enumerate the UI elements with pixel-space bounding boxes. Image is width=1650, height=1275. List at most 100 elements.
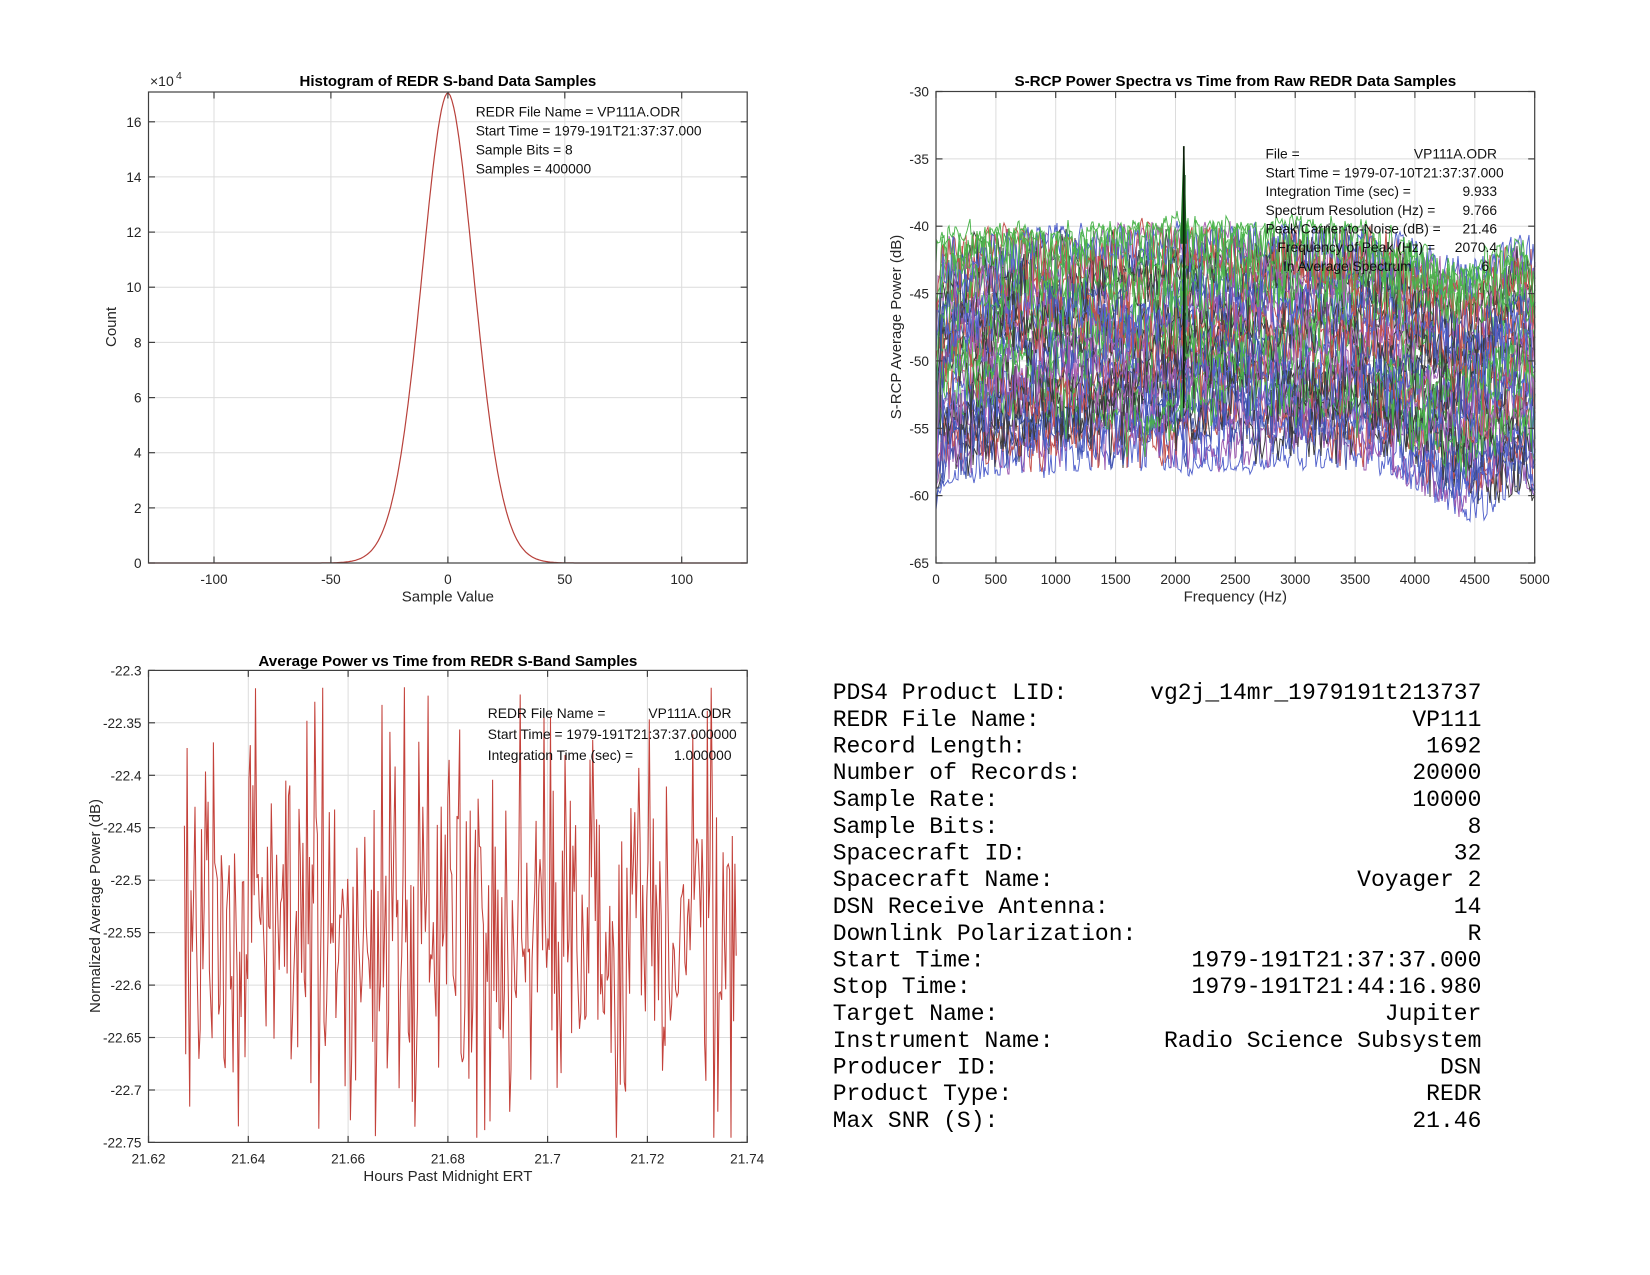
svg-text:S-RCP Power Spectra vs Time fr: S-RCP Power Spectra vs Time from Raw RED… [1014, 73, 1456, 90]
svg-text:6: 6 [1481, 259, 1489, 274]
svg-text:-22.4: -22.4 [111, 768, 142, 783]
svg-text:Integration Time (sec) =: Integration Time (sec) = [488, 748, 633, 763]
svg-text:REDR File Name = VP111A.ODR: REDR File Name = VP111A.ODR [476, 105, 681, 120]
svg-text:50: 50 [557, 572, 573, 587]
svg-text:4: 4 [176, 70, 182, 82]
svg-text:Start Time = 1979-07-10T21:37:: Start Time = 1979-07-10T21:37:37.000 [1266, 165, 1504, 180]
svg-text:21.46: 21.46 [1462, 222, 1497, 237]
svg-text:-22.45: -22.45 [103, 821, 142, 836]
svg-text:VP111A.ODR: VP111A.ODR [648, 706, 731, 721]
svg-text:Product Type:: Product Type: REDR [833, 1081, 1482, 1107]
svg-text:File =: File = [1266, 147, 1300, 162]
svg-text:-65: -65 [909, 556, 929, 571]
svg-text:5000: 5000 [1520, 572, 1551, 587]
svg-text:-50: -50 [321, 572, 341, 587]
svg-text:Max SNR (S):: Max SNR (S): 21.46 [833, 1108, 1482, 1134]
svg-text:3500: 3500 [1340, 572, 1371, 587]
svg-text:-22.7: -22.7 [111, 1083, 142, 1098]
svg-text:-22.75: -22.75 [103, 1135, 142, 1150]
svg-text:REDR File Name:: REDR File Name: VP111 [833, 707, 1482, 733]
svg-text:Start Time = 1979-191T21:37:37: Start Time = 1979-191T21:37:37.000000 [488, 727, 737, 742]
svg-text:In Average Spectrum: In Average Spectrum [1283, 259, 1412, 274]
svg-text:-22.5: -22.5 [111, 873, 142, 888]
svg-text:Sample Value: Sample Value [402, 589, 494, 606]
svg-text:-50: -50 [909, 354, 929, 369]
svg-text:9.933: 9.933 [1462, 184, 1497, 199]
svg-text:2: 2 [134, 501, 142, 516]
svg-text:Count: Count [103, 306, 120, 347]
svg-text:21.72: 21.72 [630, 1151, 664, 1166]
svg-text:0: 0 [932, 572, 940, 587]
svg-text:1000: 1000 [1041, 572, 1072, 587]
svg-text:Normalized Average Power (dB): Normalized Average Power (dB) [87, 799, 104, 1013]
svg-text:2070.4: 2070.4 [1455, 240, 1498, 255]
svg-text:500: 500 [985, 572, 1008, 587]
svg-text:21.74: 21.74 [730, 1151, 764, 1166]
svg-text:Frequency (Hz): Frequency (Hz) [1184, 589, 1287, 606]
svg-text:-22.3: -22.3 [111, 663, 142, 678]
svg-text:Peak Carrier-to-Noise (dB) =: Peak Carrier-to-Noise (dB) = [1266, 222, 1441, 237]
svg-text:PDS4 Product LID: vg2j_14: PDS4 Product LID: vg2j_14mr_1979191t2137… [833, 680, 1482, 706]
svg-text:Record Length:: Record Length: 1692 [833, 734, 1482, 760]
svg-text:0: 0 [444, 572, 452, 587]
svg-text:Target Name:: Target Name: Jupiter [833, 1001, 1482, 1027]
svg-text:4000: 4000 [1400, 572, 1431, 587]
svg-text:2500: 2500 [1220, 572, 1251, 587]
svg-text:0: 0 [134, 556, 142, 571]
svg-text:-100: -100 [200, 572, 228, 587]
svg-text:16: 16 [126, 115, 141, 130]
svg-text:-22.35: -22.35 [103, 716, 142, 731]
svg-text:4: 4 [134, 446, 142, 461]
svg-text:Start Time = 1979-191T21:37:37: Start Time = 1979-191T21:37:37.000 [476, 124, 702, 139]
svg-text:Spectrum Resolution (Hz) =: Spectrum Resolution (Hz) = [1266, 203, 1436, 218]
svg-text:12: 12 [126, 225, 141, 240]
svg-text:Producer ID:: Producer ID: DSN [833, 1055, 1482, 1081]
svg-text:10: 10 [126, 280, 142, 295]
svg-text:Average Power vs Time from RED: Average Power vs Time from REDR S-Band S… [258, 653, 637, 670]
svg-text:100: 100 [670, 572, 693, 587]
svg-text:Start Time: 1979: Start Time: 1979-191T21:37:37.000 [833, 948, 1482, 974]
svg-text:2000: 2000 [1160, 572, 1191, 587]
svg-text:Stop Time: 1979: Stop Time: 1979-191T21:44:16.980 [833, 974, 1482, 1000]
svg-text:-22.6: -22.6 [111, 978, 142, 993]
svg-text:4500: 4500 [1460, 572, 1491, 587]
svg-text:Instrument Name: Radio: Instrument Name: Radio Science Subsystem [833, 1028, 1482, 1054]
svg-text:Downlink Polarization:: Downlink Polarization: R [833, 921, 1482, 947]
svg-text:1.000000: 1.000000 [674, 748, 732, 763]
svg-text:-45: -45 [909, 287, 929, 302]
svg-text:21.62: 21.62 [131, 1151, 165, 1166]
svg-text:21.66: 21.66 [331, 1151, 365, 1166]
svg-text:14: 14 [126, 170, 142, 185]
svg-text:Spacecraft Name:: Spacecraft Name: Voyager 2 [833, 867, 1482, 893]
svg-text:Integration Time (sec) =: Integration Time (sec) = [1266, 184, 1411, 199]
svg-text:Sample Rate:: Sample Rate: 10000 [833, 787, 1482, 813]
svg-text:-30: -30 [909, 85, 929, 100]
svg-text:-40: -40 [909, 219, 929, 234]
svg-text:Histogram of REDR S-band Data: Histogram of REDR S-band Data Samples [300, 73, 597, 90]
svg-text:×10: ×10 [150, 73, 174, 89]
svg-text:Spacecraft ID:: Spacecraft ID: 32 [833, 841, 1482, 867]
svg-text:Sample Bits:: Sample Bits: 8 [833, 814, 1482, 840]
svg-text:6: 6 [134, 391, 142, 406]
svg-text:VP111A.ODR: VP111A.ODR [1414, 147, 1497, 162]
svg-text:REDR File Name =: REDR File Name = [488, 706, 606, 721]
svg-text:21.64: 21.64 [231, 1151, 265, 1166]
svg-text:21.7: 21.7 [534, 1151, 560, 1166]
svg-text:21.68: 21.68 [431, 1151, 465, 1166]
svg-text:3000: 3000 [1280, 572, 1311, 587]
svg-text:DSN Receive Antenna:: DSN Receive Antenna: 14 [833, 894, 1482, 920]
svg-text:Hours Past Midnight ERT: Hours Past Midnight ERT [363, 1168, 532, 1185]
svg-text:8: 8 [134, 335, 142, 350]
svg-text:9.766: 9.766 [1462, 203, 1497, 218]
svg-text:-35: -35 [909, 152, 929, 167]
svg-text:Samples = 400000: Samples = 400000 [476, 162, 592, 177]
svg-text:Frequency of Peak (Hz) =: Frequency of Peak (Hz) = [1278, 240, 1436, 255]
svg-text:-60: -60 [909, 489, 929, 504]
svg-text:Number of Records:: Number of Records: 20000 [833, 760, 1482, 786]
svg-text:-55: -55 [909, 421, 929, 436]
svg-text:-22.65: -22.65 [103, 1031, 142, 1046]
svg-text:S-RCP Average Power (dB): S-RCP Average Power (dB) [888, 235, 905, 420]
svg-text:-22.55: -22.55 [103, 926, 142, 941]
svg-text:Sample Bits = 8: Sample Bits = 8 [476, 143, 573, 158]
svg-text:1500: 1500 [1100, 572, 1131, 587]
